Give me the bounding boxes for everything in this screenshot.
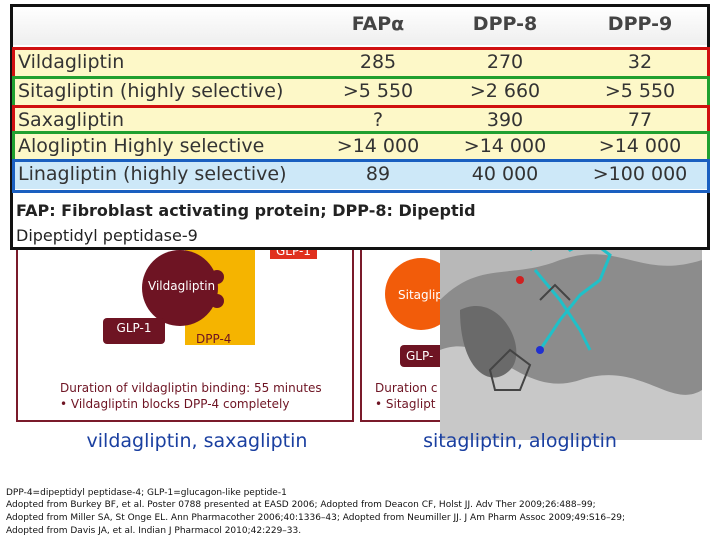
header-band: [13, 7, 707, 45]
row-band: [13, 48, 707, 77]
cell-value: 285: [359, 51, 397, 73]
footnote: FAP: Fibroblast activating protein; DPP-…: [16, 201, 476, 220]
drug-label: Vildagliptin: [148, 279, 216, 293]
row-label: Linagliptin (highly selective): [18, 163, 287, 185]
row-label: Vildagliptin: [18, 51, 125, 73]
cell-value: 270: [486, 51, 524, 73]
cell-value: 89: [365, 163, 391, 185]
cell-value: ?: [372, 109, 384, 131]
knob: [210, 294, 224, 308]
row-band: [13, 106, 707, 135]
cell-value: >5 550: [342, 80, 414, 102]
vildagliptin-circle: [142, 250, 218, 326]
bullet-text: • Sitaglipt: [375, 397, 436, 411]
cell-value: 40 000: [471, 163, 539, 185]
cell-value: 77: [627, 109, 653, 131]
glp-label: GLP-1: [103, 318, 165, 344]
right-panel: [360, 200, 442, 422]
row-band: [13, 132, 707, 161]
column-header: DPP-8: [472, 13, 538, 35]
knob: [210, 270, 224, 284]
caption: vildagliptin, saxagliptin: [86, 430, 308, 452]
cell-value: >14 000: [598, 135, 682, 157]
reference: Adopted from Davis JA, et al. Indian J P…: [6, 526, 302, 536]
glp-label: GLP-: [400, 345, 446, 367]
cell-value: >14 000: [336, 135, 420, 157]
row-label: Saxagliptin: [18, 109, 125, 131]
duration-text: Duration of vildagliptin binding: 55 min…: [60, 381, 322, 395]
row-outline: [12, 159, 710, 193]
cell-value: 390: [486, 109, 524, 131]
cell-value: >5 550: [604, 80, 676, 102]
drug-label: Sitaglip: [398, 288, 443, 302]
reference: DPP-4=dipeptidyl peptidase-4; GLP-1=gluc…: [6, 488, 287, 498]
duration-text: Duration c: [375, 381, 438, 395]
cell-value: >14 000: [463, 135, 547, 157]
footnote: Dipeptidyl peptidase-9: [16, 226, 198, 245]
row-label: Alogliptin Highly selective: [18, 135, 265, 157]
caption: sitagliptin, alogliptin: [423, 430, 617, 452]
reference: Adopted from Burkey BF, et al. Poster 07…: [6, 500, 596, 510]
cell-value: 32: [627, 51, 653, 73]
row-band: [13, 77, 707, 106]
cell-value: >100 000: [592, 163, 688, 185]
column-header: FAPα: [351, 13, 405, 35]
cell-value: >2 660: [469, 80, 541, 102]
bullet-text: • Vildagliptin blocks DPP-4 completely: [60, 397, 290, 411]
reference: Adopted from Miller SA, St Onge EL. Ann …: [6, 513, 626, 523]
row-label: Sitagliptin (highly selective): [18, 80, 284, 102]
left-panel: [16, 200, 354, 422]
enzyme-label: DPP-4: [196, 332, 232, 346]
row-band: [13, 160, 707, 189]
column-header: DPP-9: [607, 13, 673, 35]
